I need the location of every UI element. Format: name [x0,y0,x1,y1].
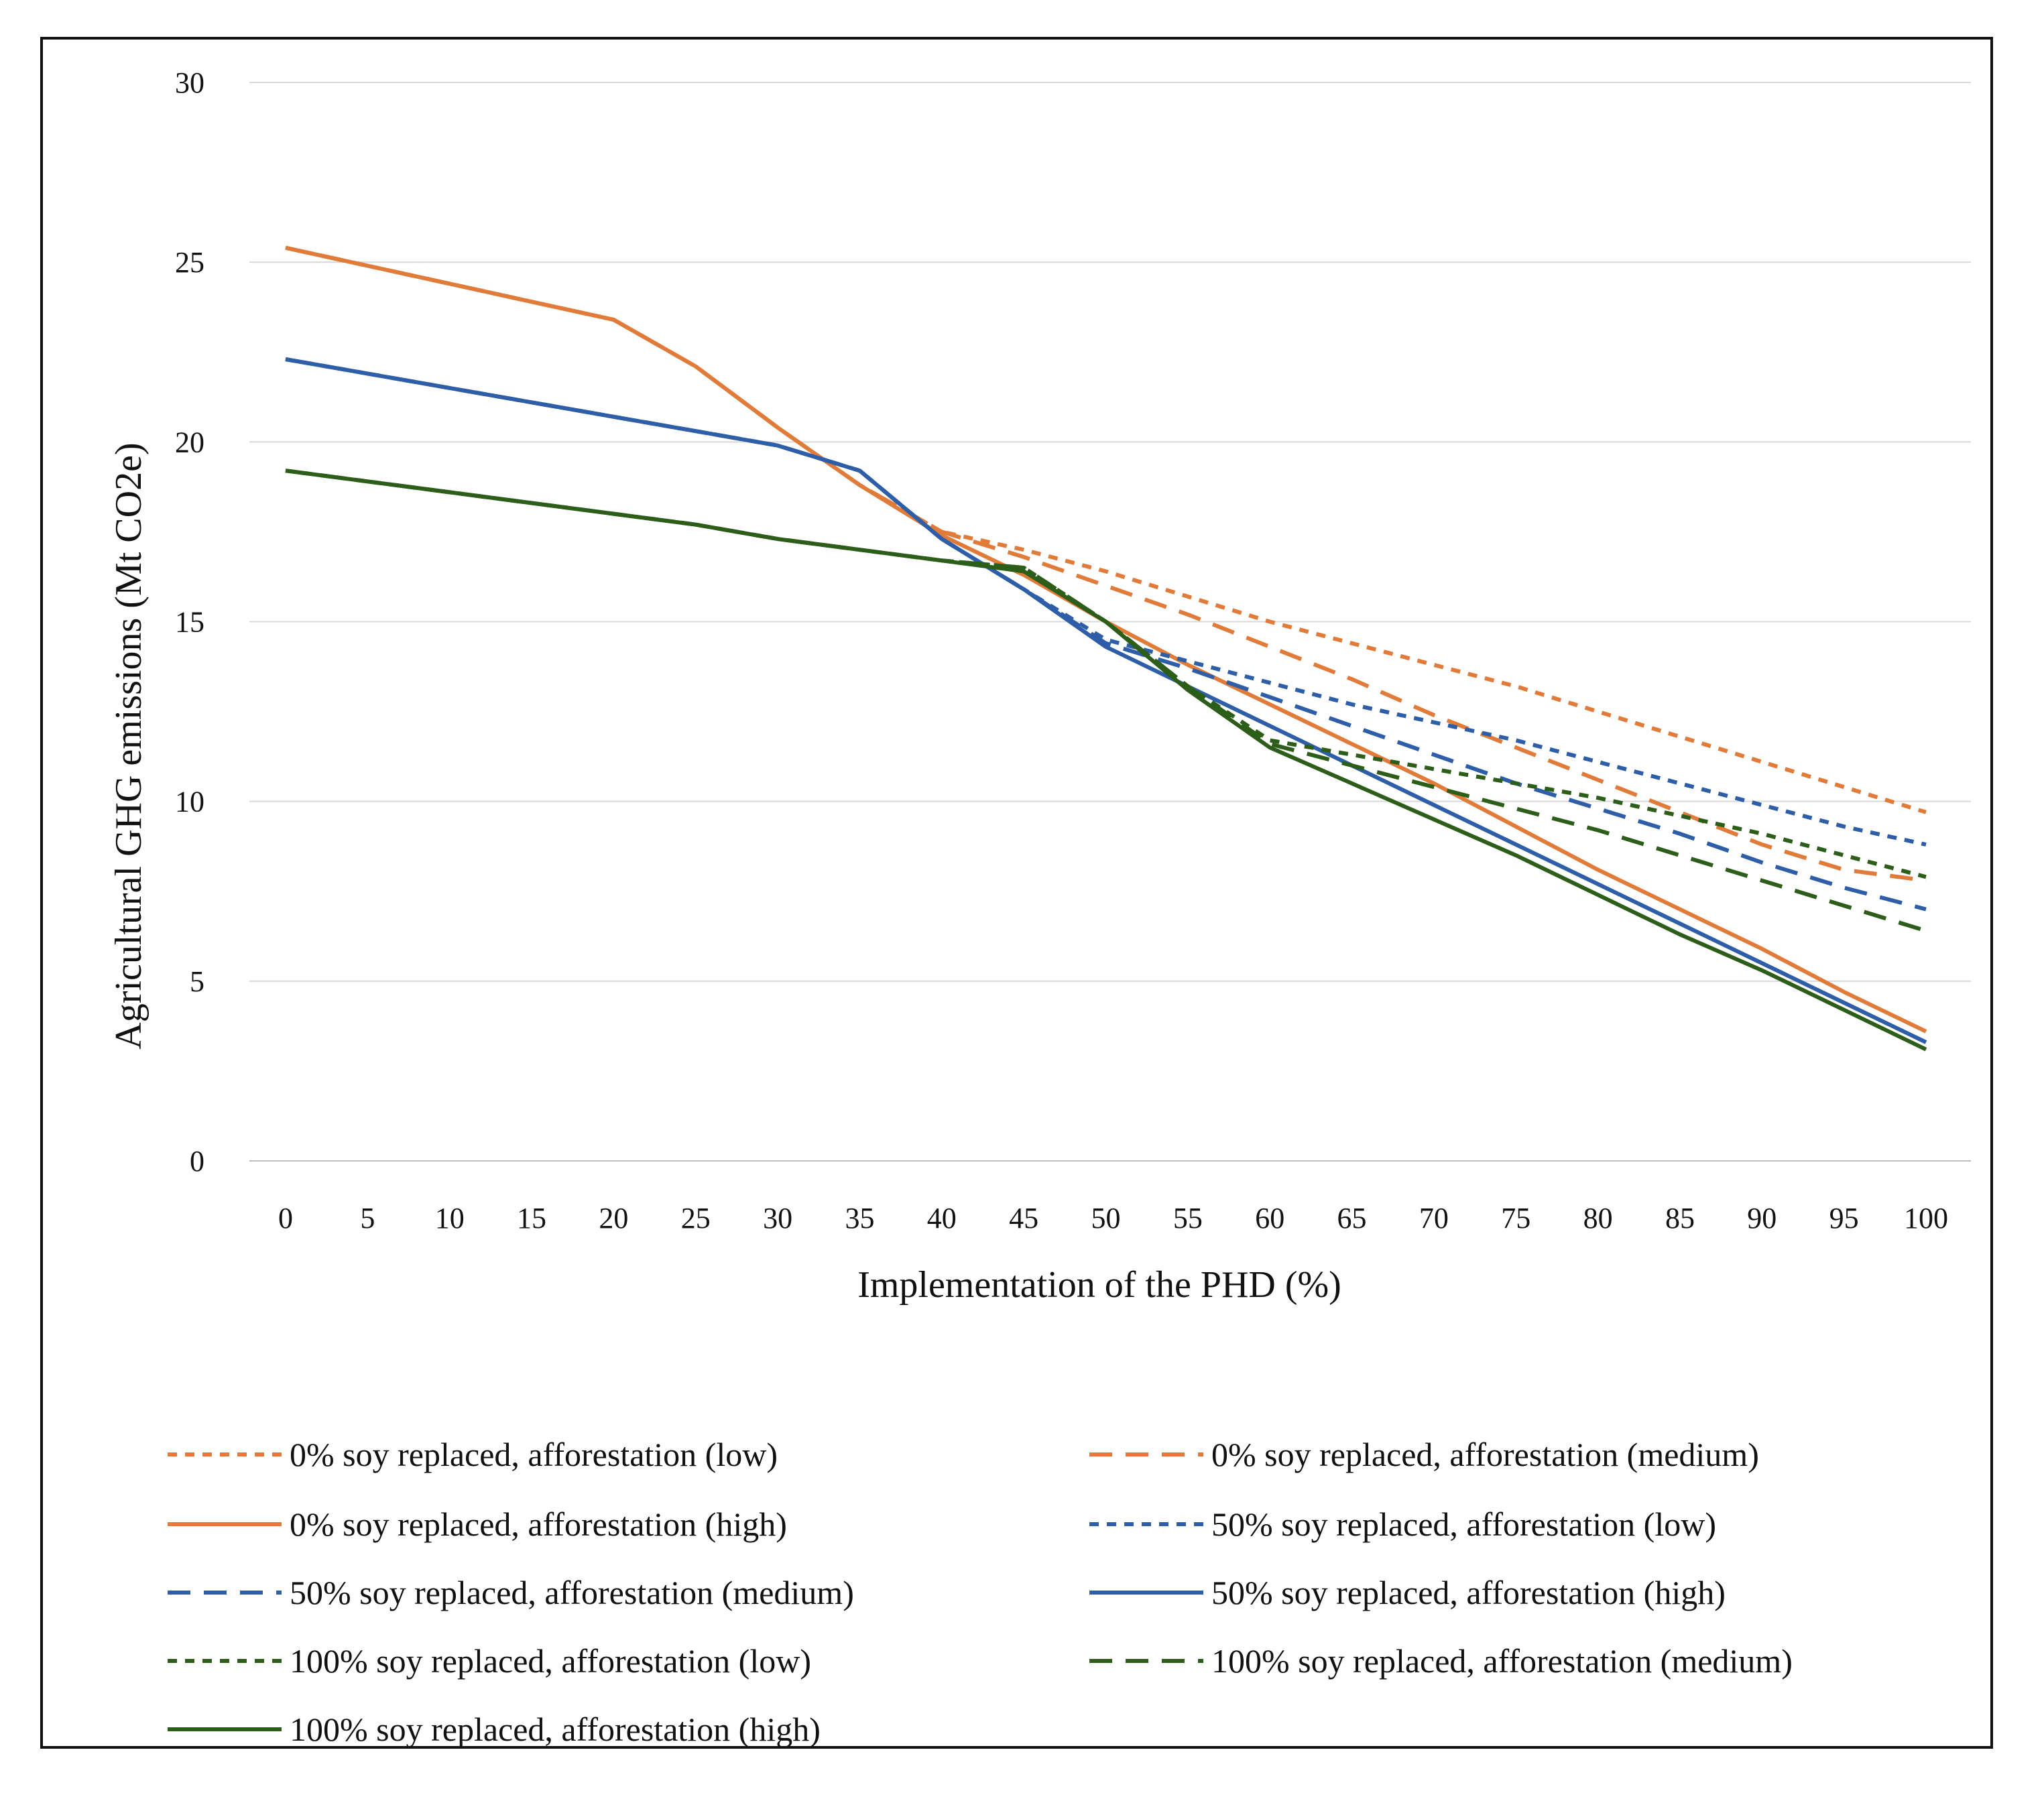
x-tick-label: 35 [845,1202,874,1235]
x-tick-label: 45 [1009,1202,1038,1235]
legend-label: 100% soy replaced, afforestation (low) [290,1642,811,1680]
x-axis-title: Implementation of the PHD (%) [857,1264,1341,1306]
legend-item: 0% soy replaced, afforestation (medium) [1089,1436,1759,1473]
x-tick-label: 60 [1255,1202,1284,1235]
figure-frame [40,37,1993,1749]
legend-item: 0% soy replaced, afforestation (high) [168,1505,787,1543]
series-line [285,469,1927,879]
legend-item: 100% soy replaced, afforestation (medium… [1089,1642,1793,1680]
y-tick-label: 0 [190,1145,204,1178]
x-tick-label: 30 [763,1202,792,1235]
x-tick-label: 65 [1337,1202,1367,1235]
series-line [285,245,1927,1034]
x-tick-label: 75 [1501,1202,1530,1235]
series-line [285,357,1927,912]
x-tick-label: 50 [1091,1202,1121,1235]
series-line [285,245,1927,814]
x-tick-label: 5 [360,1202,375,1235]
legend-label: 0% soy replaced, afforestation (low) [290,1436,778,1473]
legend: 0% soy replaced, afforestation (low) 0% s… [168,1436,1793,1748]
gridlines [249,82,1971,1162]
legend-item: 50% soy replaced, afforestation (medium) [168,1574,854,1611]
series-line [285,469,1927,933]
y-tick-labels: 0 5 10 15 20 25 30 [175,66,204,1178]
legend-label: 100% soy replaced, afforestation (high) [290,1711,821,1748]
legend-item: 0% soy replaced, afforestation (low) [168,1436,778,1473]
legend-item: 50% soy replaced, afforestation (low) [1089,1505,1716,1543]
x-tick-label: 55 [1173,1202,1203,1235]
series-line [285,245,1927,883]
series-lines [285,245,1927,1052]
y-tick-label: 20 [175,426,204,458]
x-tick-label: 90 [1747,1202,1777,1235]
x-tick-label: 85 [1665,1202,1695,1235]
series-line [285,469,1927,1052]
x-tick-label: 95 [1829,1202,1859,1235]
x-tick-label: 15 [517,1202,546,1235]
y-tick-label: 15 [175,606,204,639]
x-tick-label: 25 [681,1202,711,1235]
y-tick-label: 30 [175,66,204,99]
x-tick-label: 10 [435,1202,465,1235]
x-tick-label: 70 [1419,1202,1449,1235]
x-tick-labels: 0 5 10 15 20 25 30 35 40 45 50 55 60 65 70 75 80 85 90 95 10… [278,1202,1948,1235]
legend-item: 100% soy replaced, afforestation (low) [168,1642,811,1680]
legend-item: 50% soy replaced, afforestation (high) [1089,1574,1726,1611]
y-tick-label: 5 [190,965,204,998]
y-axis-title: Agricultural GHG emissions (Mt CO2e) [108,442,149,1049]
legend-label: 50% soy replaced, afforestation (medium) [290,1574,854,1611]
y-tick-label: 10 [175,786,204,818]
legend-label: 0% soy replaced, afforestation (high) [290,1505,787,1543]
x-tick-label: 20 [599,1202,628,1235]
x-tick-label: 80 [1583,1202,1613,1235]
series-line [285,357,1927,1044]
x-tick-label: 40 [927,1202,957,1235]
legend-label: 50% soy replaced, afforestation (high) [1211,1574,1726,1611]
series-line [285,357,1927,847]
x-tick-label: 100 [1904,1202,1948,1235]
legend-label: 50% soy replaced, afforestation (low) [1211,1505,1716,1543]
legend-label: 0% soy replaced, afforestation (medium) [1211,1436,1759,1473]
x-tick-label: 0 [278,1202,293,1235]
legend-label: 100% soy replaced, afforestation (medium… [1211,1642,1793,1680]
y-tick-label: 25 [175,246,204,279]
legend-item: 100% soy replaced, afforestation (high) [168,1711,821,1748]
